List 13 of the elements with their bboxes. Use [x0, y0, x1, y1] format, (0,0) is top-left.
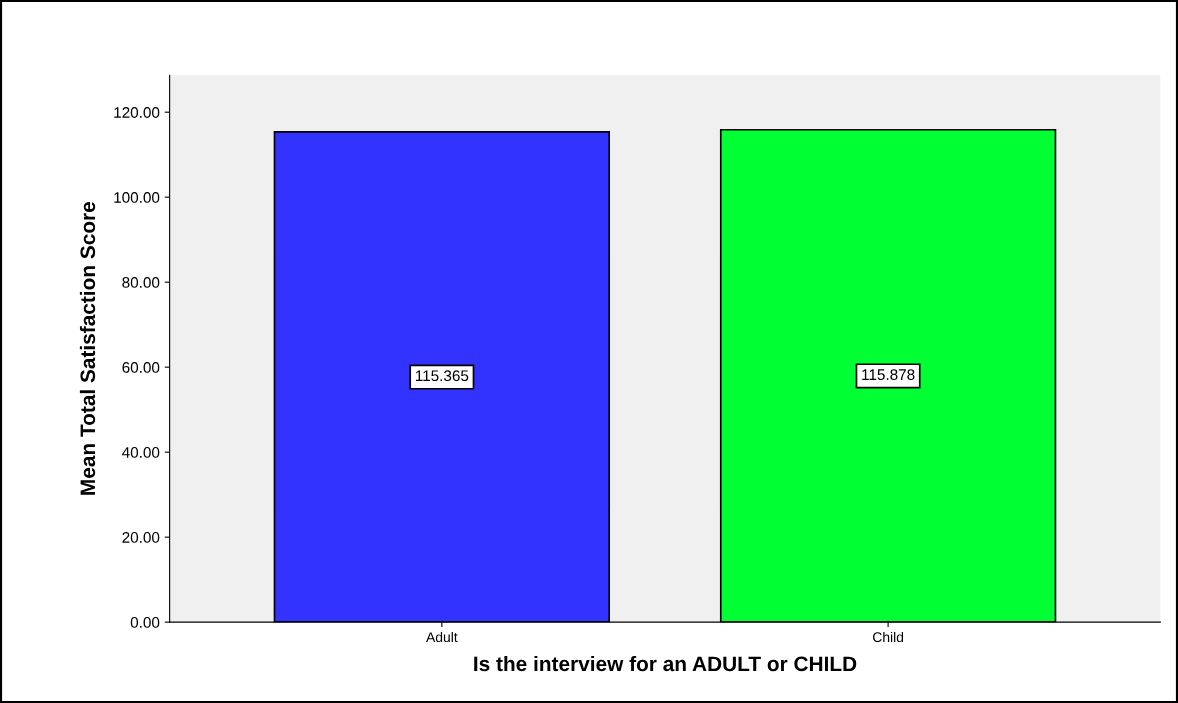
x-tick-label: Child — [872, 631, 904, 643]
y-tick-label: 100.00 — [114, 192, 160, 203]
y-axis-title: Mean Total Satisfaction Score — [79, 201, 96, 495]
data-label: 115.365 — [415, 370, 469, 382]
y-tick-label: 0.00 — [130, 617, 160, 628]
y-tick-label: 60.00 — [122, 362, 160, 373]
y-tick-label: 80.00 — [122, 277, 160, 288]
y-tick-label: 20.00 — [122, 532, 160, 543]
x-axis-title: Is the interview for an ADULT or CHILD — [474, 655, 857, 672]
x-tick-label: Adult — [426, 631, 458, 643]
y-tick-label: 40.00 — [122, 447, 160, 458]
data-label: 115.878 — [862, 369, 915, 381]
y-tick-label: 120.00 — [114, 107, 160, 118]
